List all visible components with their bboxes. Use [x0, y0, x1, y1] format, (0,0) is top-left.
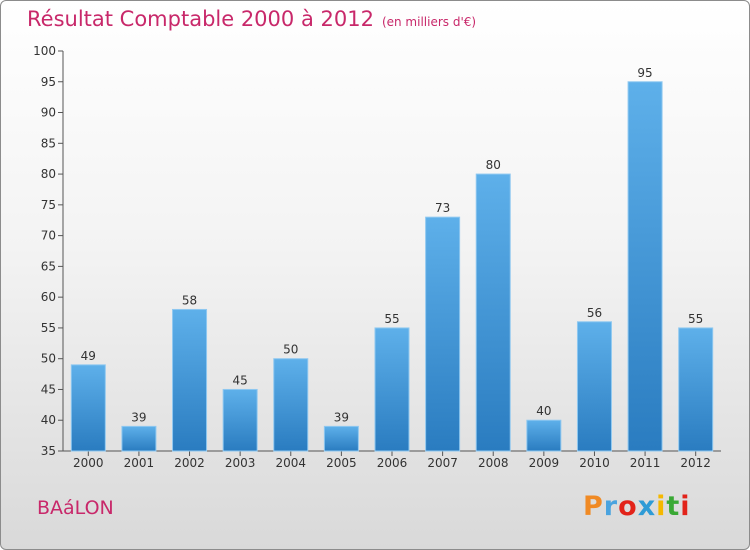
data-label-2008: 80 [486, 158, 501, 172]
y-tick-label: 100 [33, 44, 56, 58]
data-label-2002: 58 [182, 293, 197, 307]
x-tick-label: 2008 [478, 456, 509, 470]
x-tick-label: 2004 [275, 456, 306, 470]
y-tick-label: 35 [41, 444, 56, 458]
y-tick-label: 40 [41, 413, 56, 427]
y-tick-label: 95 [41, 75, 56, 89]
bar-2001 [121, 425, 157, 452]
data-label-2009: 40 [536, 404, 551, 418]
data-label-2006: 55 [384, 312, 399, 326]
data-label-2007: 73 [435, 201, 450, 215]
bar-2012 [678, 327, 714, 452]
y-tick-label: 65 [41, 259, 56, 273]
logo-letter: x [637, 491, 657, 522]
bar-2010 [576, 321, 612, 452]
x-tick-label: 2005 [326, 456, 357, 470]
bar-2004 [273, 358, 309, 452]
data-label-2011: 95 [637, 66, 652, 80]
x-tick-label: 2011 [630, 456, 661, 470]
y-tick-label: 80 [41, 167, 56, 181]
y-tick-label: 45 [41, 382, 56, 396]
y-tick-label: 85 [41, 136, 56, 150]
y-tick-label: 90 [41, 106, 56, 120]
logo-letter: t [666, 491, 681, 522]
data-label-2012: 55 [688, 312, 703, 326]
chart-subtitle: (en milliers d'€) [381, 15, 477, 29]
bar-2000 [70, 364, 106, 452]
y-tick-label: 75 [41, 198, 56, 212]
x-tick-label: 2002 [174, 456, 205, 470]
y-tick-label: 70 [41, 229, 56, 243]
x-tick-label: 2006 [377, 456, 408, 470]
bar-2005 [323, 425, 359, 452]
data-label-2004: 50 [283, 343, 298, 357]
y-tick-label: 50 [41, 352, 56, 366]
y-tick-label: 60 [41, 290, 56, 304]
x-tick-label: 2012 [680, 456, 711, 470]
logo-letter: r [603, 491, 619, 522]
proxiti-logo: Proxiti [583, 491, 691, 522]
data-label-2000: 49 [81, 349, 96, 363]
data-label-2005: 39 [334, 410, 349, 424]
chart-title: Résultat Comptable 2000 à 2012 (en millie… [27, 7, 476, 31]
bar-2009 [526, 419, 562, 452]
x-tick-label: 2000 [73, 456, 104, 470]
bar-2008 [475, 173, 511, 452]
chart-title-text: Résultat Comptable 2000 à 2012 [27, 7, 374, 31]
bar-2007 [425, 216, 461, 452]
bar-2006 [374, 327, 410, 452]
logo-letter: i [680, 491, 691, 522]
data-label-2010: 56 [587, 306, 602, 320]
x-tick-label: 2010 [579, 456, 610, 470]
x-tick-label: 2001 [124, 456, 155, 470]
bar-2002 [172, 308, 208, 452]
logo-letter: o [618, 491, 638, 522]
bar-2003 [222, 388, 258, 452]
logo-letter: P [583, 491, 604, 522]
logo-letter: i [656, 491, 667, 522]
x-tick-label: 2003 [225, 456, 256, 470]
data-label-2003: 45 [233, 373, 248, 387]
commune-name: BAáLON [37, 497, 114, 519]
y-tick-label: 55 [41, 321, 56, 335]
x-tick-label: 2009 [529, 456, 560, 470]
x-tick-label: 2007 [427, 456, 458, 470]
bar-2011 [627, 81, 663, 452]
data-label-2001: 39 [131, 410, 146, 424]
